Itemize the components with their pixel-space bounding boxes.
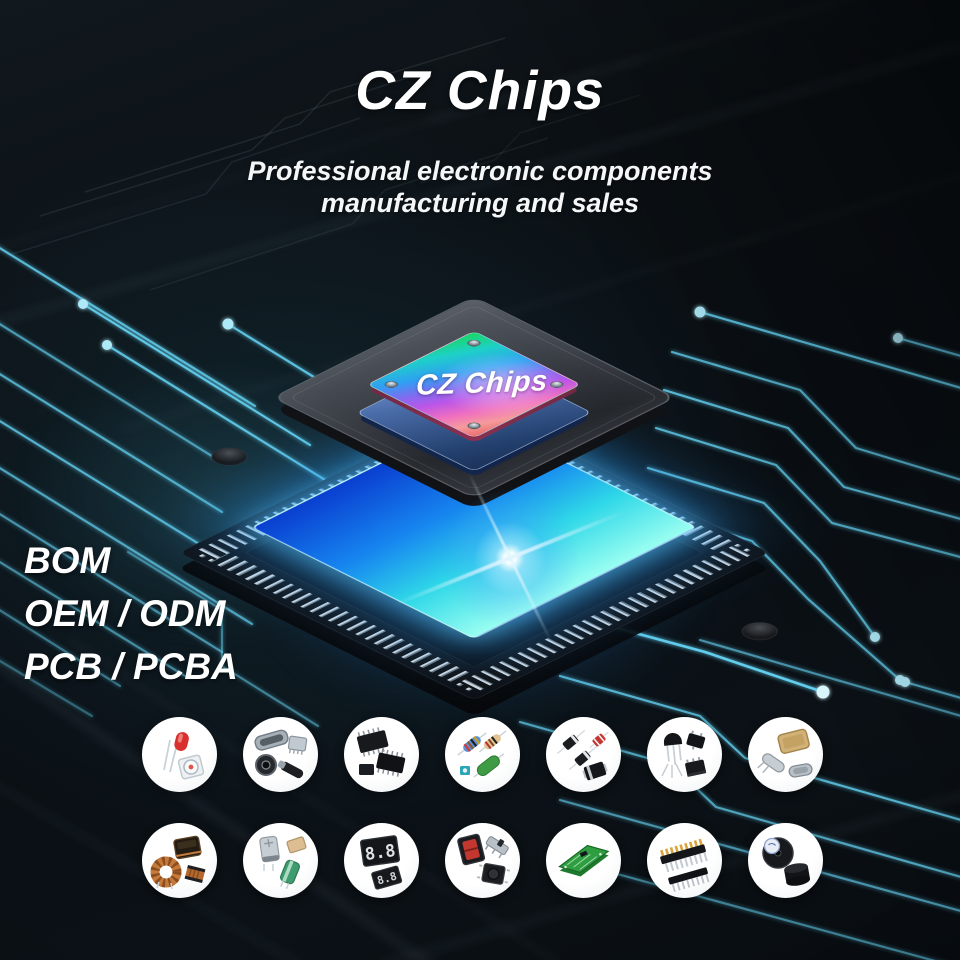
pin-headers-icon	[659, 838, 709, 892]
component-photo-connectors	[243, 717, 318, 792]
component-photo-buzzers	[748, 823, 823, 898]
component-photo-crystal-oscillators	[748, 717, 823, 792]
crystal-oscillators-icon	[756, 728, 813, 778]
resistors-icon	[456, 729, 507, 778]
switches-icon	[456, 833, 510, 885]
svg-text:8.8: 8.8	[363, 840, 396, 864]
component-photo-capacitors	[243, 823, 318, 898]
service-oem-odm: OEM / ODM	[24, 593, 226, 634]
ic-chips-icon	[356, 726, 405, 777]
component-photo-pcb-boards	[546, 823, 621, 898]
page-title: CZ Chips	[355, 59, 605, 121]
buzzers-icon	[761, 836, 810, 886]
connectors-icon	[253, 729, 307, 778]
component-photo-resistors	[445, 717, 520, 792]
component-photo-diodes	[546, 717, 621, 792]
tagline-line-1: Professional electronic components	[247, 156, 713, 186]
service-pcb-pcba: PCB / PCBA	[24, 646, 238, 687]
tagline-line-2: manufacturing and sales	[320, 188, 640, 218]
inductors-icon	[150, 835, 205, 889]
svg-text:8.8: 8.8	[375, 869, 398, 887]
component-photo-inductors	[142, 823, 217, 898]
service-bom: BOM	[24, 540, 111, 581]
seven-segment-displays-icon: 8.8 8.8	[359, 834, 402, 890]
pcb-boards-icon	[557, 844, 609, 876]
component-photo-seven-segment-displays: 8.8 8.8	[344, 823, 419, 898]
component-photo-switches	[445, 823, 520, 898]
transistors-icon	[660, 729, 706, 778]
tagline: Professional electronic components manuf…	[0, 155, 960, 219]
services-list: BOM OEM / ODM PCB / PCBA	[24, 534, 238, 693]
component-photo-leds	[142, 717, 217, 792]
diodes-icon	[556, 729, 609, 780]
capacitors-icon	[258, 835, 306, 889]
component-photo-transistors	[647, 717, 722, 792]
component-gallery-row-2: 8.8 8.8	[142, 823, 823, 898]
chip-top-label: CZ Chips	[415, 365, 549, 402]
component-photo-pin-headers	[647, 823, 722, 898]
leds-icon	[162, 731, 204, 779]
component-photo-ic-chips	[344, 717, 419, 792]
faint-corner-traces	[11, 37, 641, 291]
component-gallery-row-1	[142, 717, 823, 792]
